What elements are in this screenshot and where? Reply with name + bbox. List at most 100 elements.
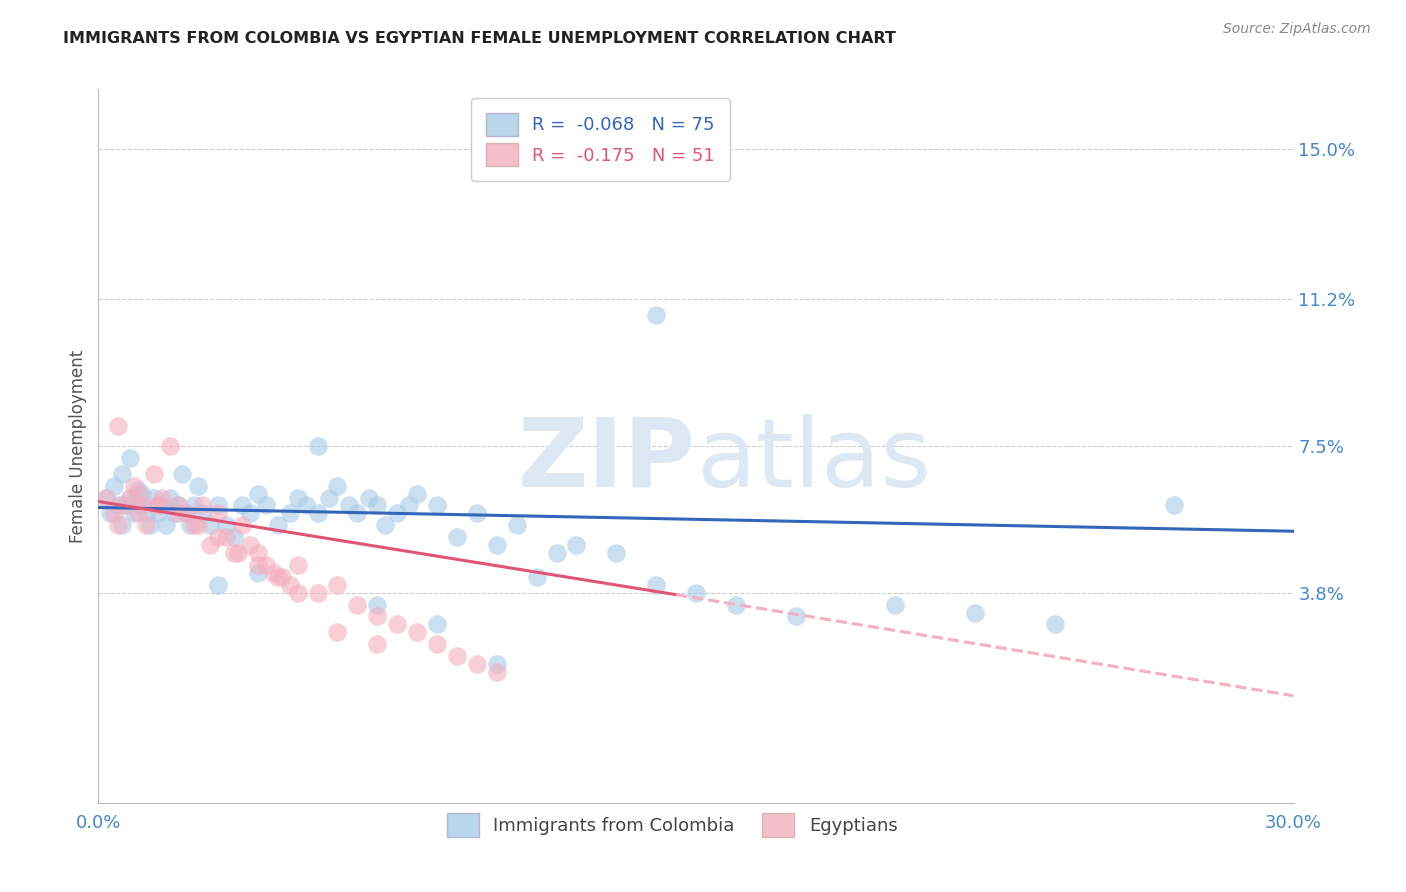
Point xyxy=(239,507,262,521)
Point xyxy=(131,499,153,513)
Point xyxy=(267,570,290,584)
Point xyxy=(1163,499,1185,513)
Point xyxy=(287,585,309,599)
Point xyxy=(207,530,229,544)
Point xyxy=(148,499,170,513)
Point xyxy=(326,625,349,640)
Point xyxy=(111,499,134,513)
Point xyxy=(231,499,253,513)
Point xyxy=(426,637,449,651)
Point xyxy=(135,518,157,533)
Point xyxy=(294,499,316,513)
Point xyxy=(346,598,368,612)
Point xyxy=(366,637,388,651)
Point xyxy=(359,491,381,505)
Point xyxy=(254,499,277,513)
Point xyxy=(485,657,508,671)
Point xyxy=(246,566,269,580)
Point xyxy=(565,538,588,552)
Point xyxy=(398,499,420,513)
Point xyxy=(107,499,129,513)
Text: atlas: atlas xyxy=(696,414,931,507)
Point xyxy=(263,566,285,580)
Point xyxy=(254,558,277,572)
Point xyxy=(287,558,309,572)
Point xyxy=(159,491,181,505)
Legend: Immigrants from Colombia, Egyptians: Immigrants from Colombia, Egyptians xyxy=(439,806,905,844)
Point xyxy=(127,499,149,513)
Point xyxy=(103,507,125,521)
Text: IMMIGRANTS FROM COLOMBIA VS EGYPTIAN FEMALE UNEMPLOYMENT CORRELATION CHART: IMMIGRANTS FROM COLOMBIA VS EGYPTIAN FEM… xyxy=(63,31,896,46)
Point xyxy=(546,546,568,560)
Point xyxy=(307,439,329,453)
Point xyxy=(526,570,548,584)
Point xyxy=(143,467,166,481)
Point xyxy=(506,518,529,533)
Point xyxy=(135,507,157,521)
Point xyxy=(124,478,146,492)
Point xyxy=(143,491,166,505)
Point xyxy=(111,467,134,481)
Point xyxy=(326,478,349,492)
Point xyxy=(222,546,245,560)
Point xyxy=(187,518,209,533)
Point xyxy=(96,491,118,505)
Point xyxy=(127,486,149,500)
Point xyxy=(167,499,190,513)
Point xyxy=(148,507,170,521)
Point xyxy=(246,546,269,560)
Point xyxy=(215,530,238,544)
Point xyxy=(148,499,170,513)
Point xyxy=(167,507,190,521)
Point xyxy=(131,486,153,500)
Point xyxy=(339,499,361,513)
Point xyxy=(385,617,409,632)
Point xyxy=(318,491,340,505)
Point xyxy=(167,499,190,513)
Point xyxy=(374,518,396,533)
Point xyxy=(120,450,142,465)
Point xyxy=(222,530,245,544)
Point xyxy=(187,478,209,492)
Point xyxy=(183,499,205,513)
Point xyxy=(111,518,134,533)
Point xyxy=(231,518,253,533)
Point xyxy=(724,598,747,612)
Point xyxy=(96,491,118,505)
Point xyxy=(270,570,292,584)
Text: Source: ZipAtlas.com: Source: ZipAtlas.com xyxy=(1223,22,1371,37)
Point xyxy=(159,439,181,453)
Point xyxy=(107,419,129,434)
Y-axis label: Female Unemployment: Female Unemployment xyxy=(69,350,87,542)
Point xyxy=(884,598,907,612)
Point xyxy=(326,578,349,592)
Point xyxy=(385,507,409,521)
Point xyxy=(485,665,508,679)
Point xyxy=(446,649,468,664)
Point xyxy=(198,518,221,533)
Point xyxy=(366,499,388,513)
Point xyxy=(120,491,142,505)
Point xyxy=(645,308,668,322)
Point xyxy=(426,617,449,632)
Point xyxy=(150,499,173,513)
Point xyxy=(115,499,138,513)
Point xyxy=(98,507,122,521)
Point xyxy=(963,606,986,620)
Point xyxy=(226,546,249,560)
Point xyxy=(406,486,429,500)
Point xyxy=(785,609,807,624)
Point xyxy=(278,578,301,592)
Point xyxy=(246,486,269,500)
Point xyxy=(685,585,707,599)
Point xyxy=(465,657,488,671)
Point xyxy=(246,558,269,572)
Point xyxy=(207,507,229,521)
Point xyxy=(366,609,388,624)
Point xyxy=(287,491,309,505)
Point xyxy=(107,518,129,533)
Point xyxy=(163,507,186,521)
Point xyxy=(127,483,149,497)
Point xyxy=(207,578,229,592)
Point xyxy=(406,625,429,640)
